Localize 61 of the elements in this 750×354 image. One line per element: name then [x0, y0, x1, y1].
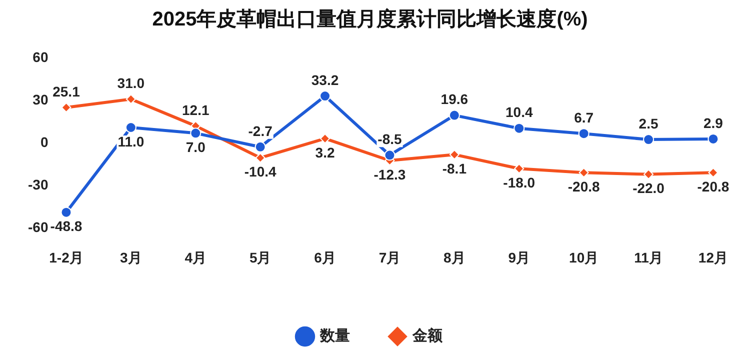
point	[320, 90, 331, 102]
point	[61, 102, 72, 112]
point	[320, 134, 330, 144]
point	[643, 134, 654, 146]
x-tick-label: 10月	[569, 249, 599, 266]
data-label: -12.3	[374, 166, 406, 182]
point	[514, 164, 524, 174]
data-label: -8.1	[442, 160, 467, 176]
data-label: 33.2	[311, 72, 339, 88]
point	[255, 152, 266, 163]
data-label: -20.8	[568, 178, 600, 194]
y-tick-label: 30	[32, 91, 48, 108]
y-tick-label: -30	[28, 176, 48, 193]
point	[708, 168, 718, 178]
x-tick-label: 8月	[444, 249, 466, 266]
data-label: -10.4	[244, 164, 276, 180]
x-tick-label: 1-2月	[49, 249, 84, 266]
data-label: -8.5	[378, 131, 402, 148]
y-tick-label: 60	[32, 48, 48, 65]
data-label: 7.0	[186, 139, 206, 156]
point	[708, 133, 719, 144]
data-label: -20.8	[697, 178, 730, 194]
x-tick-label: 6月	[314, 249, 336, 266]
point	[125, 122, 136, 133]
point	[190, 128, 202, 139]
x-tick-label: 9月	[508, 249, 530, 266]
data-label: 25.1	[52, 83, 80, 100]
data-label: -48.8	[50, 218, 82, 234]
x-tick-label: 3月	[120, 249, 142, 266]
point	[448, 110, 460, 121]
data-label: 11.0	[118, 133, 144, 150]
point	[514, 122, 525, 134]
data-label: 6.7	[574, 109, 594, 126]
data-label: 2.9	[703, 114, 724, 131]
data-label: 3.2	[315, 144, 335, 160]
point	[384, 150, 396, 161]
point	[60, 206, 72, 218]
data-label: 2.5	[638, 115, 658, 132]
point	[644, 169, 654, 180]
data-label: -18.0	[503, 174, 536, 190]
point	[126, 94, 136, 104]
point	[254, 141, 266, 152]
x-tick-label: 11月	[634, 249, 663, 266]
y-tick-label: -60	[28, 219, 48, 236]
data-label: -22.0	[632, 180, 665, 196]
data-label: -2.7	[248, 122, 273, 139]
x-tick-label: 5月	[249, 249, 272, 266]
point	[449, 150, 460, 160]
chart-title: 2025年皮革帽出口量值月度累计同比增长速度(%)	[152, 8, 588, 31]
x-tick-label: 7月	[378, 249, 401, 266]
legend-label: 金额	[412, 326, 444, 345]
data-label: 19.6	[440, 91, 468, 108]
x-tick-label: 12月	[698, 249, 728, 266]
data-label: 12.1	[182, 102, 210, 118]
point	[578, 168, 589, 178]
data-label: 31.0	[117, 74, 145, 91]
x-tick-label: 4月	[184, 249, 207, 266]
point	[578, 128, 590, 140]
data-label: 10.4	[505, 104, 533, 120]
legend-label: 数量	[319, 328, 350, 345]
y-tick-label: 0	[40, 134, 48, 150]
